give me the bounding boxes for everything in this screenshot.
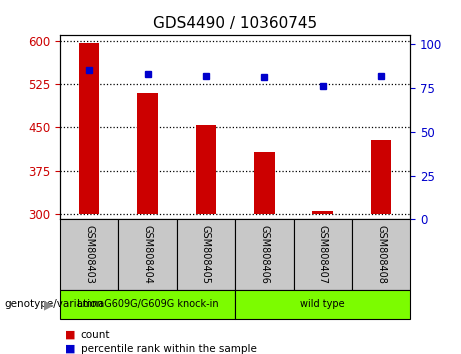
Text: GSM808405: GSM808405 <box>201 225 211 284</box>
Text: wild type: wild type <box>301 299 345 309</box>
Bar <box>60 219 118 290</box>
Bar <box>118 219 177 290</box>
Bar <box>235 219 294 290</box>
Text: GSM808408: GSM808408 <box>376 225 386 284</box>
Text: ▶: ▶ <box>44 298 53 311</box>
Text: GSM808406: GSM808406 <box>259 225 269 284</box>
Bar <box>79 43 100 214</box>
Text: count: count <box>81 330 110 339</box>
Bar <box>294 219 352 290</box>
Text: genotype/variation: genotype/variation <box>5 299 104 309</box>
Bar <box>313 211 333 214</box>
Bar <box>195 125 216 214</box>
Text: GSM808407: GSM808407 <box>318 225 328 284</box>
Bar <box>352 219 410 290</box>
Text: ■: ■ <box>65 344 75 354</box>
Text: ■: ■ <box>65 330 75 339</box>
Bar <box>177 219 235 290</box>
Text: LmnaG609G/G609G knock-in: LmnaG609G/G609G knock-in <box>77 299 219 309</box>
Text: percentile rank within the sample: percentile rank within the sample <box>81 344 257 354</box>
Title: GDS4490 / 10360745: GDS4490 / 10360745 <box>153 16 317 32</box>
Bar <box>137 93 158 214</box>
Bar <box>254 152 275 214</box>
Bar <box>60 290 235 319</box>
Text: GSM808404: GSM808404 <box>142 225 153 284</box>
Bar <box>235 290 410 319</box>
Text: GSM808403: GSM808403 <box>84 225 94 284</box>
Bar <box>371 140 391 214</box>
